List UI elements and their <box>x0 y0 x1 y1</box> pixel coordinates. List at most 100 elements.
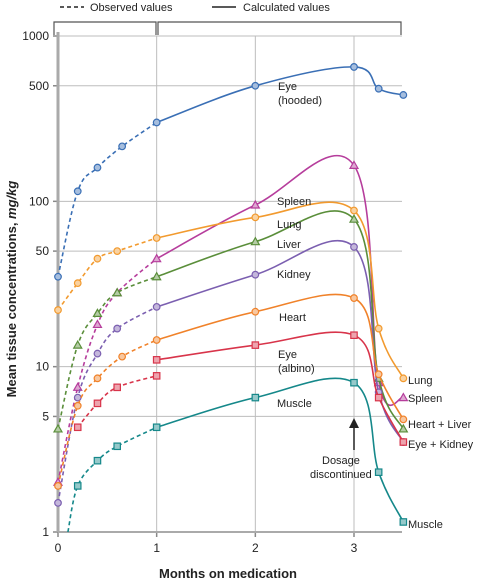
line-observed-lung <box>57 237 157 311</box>
point-observed-lung-1 <box>73 279 82 288</box>
point-calculated-heart-3 <box>374 370 383 379</box>
legend-observed-label: Observed values <box>90 2 173 14</box>
point-observed-kidney-4 <box>152 302 161 311</box>
dosage-annotation: Dosage discontinued <box>310 418 372 481</box>
point-observed-eye-hooded-4 <box>152 118 161 127</box>
y-tick-label-50: 50 <box>36 244 50 258</box>
series-label-eye-albino-line-2: (albino) <box>278 363 315 375</box>
point-observed-heart-0 <box>54 482 62 490</box>
point-observed-eye-hooded-3 <box>118 142 127 151</box>
line-calculated-heart <box>156 293 405 420</box>
point-calculated-eye-hooded-3 <box>374 84 383 93</box>
point-observed-eye-hooded-0 <box>54 272 62 281</box>
point-observed-lung-2 <box>93 254 102 263</box>
x-tick-label-0: 0 <box>55 541 62 555</box>
y-tick-label-100: 100 <box>29 194 49 208</box>
point-calculated-lung-3 <box>374 324 383 333</box>
point-calculated-eye-albino-3 <box>374 393 383 402</box>
point-calculated-heart-2 <box>350 294 358 302</box>
line-observed-eye-hooded <box>57 121 158 277</box>
point-observed-liver-3 <box>112 287 123 297</box>
series-label-kidney: Kidney <box>277 269 311 281</box>
line-calculated-eye-albino <box>156 331 405 443</box>
series-spleen <box>52 154 409 486</box>
y-tick-label-500: 500 <box>29 79 49 93</box>
point-observed-kidney-1 <box>73 393 82 402</box>
point-calculated-eye-hooded-1 <box>251 81 260 90</box>
point-calculated-kidney-2 <box>350 243 358 251</box>
point-calculated-liver-4 <box>398 423 409 433</box>
point-observed-lung-0 <box>54 306 62 314</box>
point-calculated-eye-albino-4 <box>399 438 408 446</box>
point-calculated-spleen-2 <box>348 160 360 169</box>
line-observed-eye-albino <box>77 375 157 428</box>
point-calculated-eye-albino-2 <box>350 331 358 339</box>
point-observed-muscle-2 <box>93 456 102 465</box>
series-label-eye-hooded: Eye <box>278 81 297 93</box>
x-tick-label-2: 2 <box>252 541 259 555</box>
line-calculated-eye-hooded <box>156 66 404 124</box>
y-tick-label-1000: 1000 <box>22 29 49 43</box>
point-calculated-eye-albino-0 <box>152 356 161 364</box>
line-observed-muscle <box>67 426 158 533</box>
end-label-heart-liver: Heart + Liver <box>408 419 472 431</box>
point-observed-liver-1 <box>72 339 83 349</box>
point-observed-eye-hooded-1 <box>73 187 82 196</box>
point-observed-kidney-0 <box>54 498 62 507</box>
point-calculated-heart-4 <box>399 415 408 424</box>
point-calculated-eye-hooded-4 <box>399 91 408 99</box>
point-calculated-muscle-2 <box>350 378 358 387</box>
end-label-eye-kidney: Eye + Kidney <box>408 439 474 451</box>
point-calculated-spleen-4 <box>398 392 409 402</box>
x-tick-label-1: 1 <box>153 541 160 555</box>
series-label-lung: Lung <box>277 219 301 231</box>
series-muscle <box>67 377 408 533</box>
point-observed-heart-1 <box>73 401 82 410</box>
series-eye-albino <box>73 331 408 446</box>
point-observed-muscle-4 <box>152 423 161 432</box>
series-group <box>52 63 409 533</box>
point-calculated-muscle-1 <box>251 393 260 402</box>
series-label-spleen: Spleen <box>277 196 311 208</box>
series-label-heart: Heart <box>279 312 306 324</box>
x-tick-label-3: 3 <box>351 541 358 555</box>
point-observed-spleen-4 <box>151 253 162 263</box>
point-observed-spleen-2 <box>92 319 103 329</box>
point-calculated-eye-albino-1 <box>251 341 260 349</box>
legend-observed-bracket <box>53 21 157 35</box>
end-label-spleen: Spleen <box>408 393 442 405</box>
point-calculated-liver-1 <box>250 236 261 246</box>
point-observed-eye-albino-1 <box>93 399 102 408</box>
line-observed-kidney <box>57 306 158 504</box>
point-observed-heart-4 <box>152 336 161 344</box>
point-observed-eye-albino-3 <box>152 372 161 380</box>
y-tick-label-1: 1 <box>42 525 49 539</box>
series-label-muscle: Muscle <box>277 398 312 410</box>
point-calculated-muscle-4 <box>399 518 408 526</box>
line-observed-spleen <box>57 258 158 483</box>
series-eye-hooded <box>54 63 408 281</box>
annotation-line-1: Dosage <box>322 455 360 467</box>
point-observed-muscle-3 <box>113 442 122 451</box>
y-axis-title: Mean tissue concentrations, mg/kg <box>4 181 19 398</box>
point-calculated-liver-2 <box>348 213 360 223</box>
series-heart <box>54 293 408 490</box>
legend-calculated-bracket <box>157 21 402 35</box>
series-label-eye-hooded-line-2: (hooded) <box>278 95 322 107</box>
x-axis-title: Months on medication <box>159 566 297 579</box>
series-lung <box>54 201 408 383</box>
point-calculated-lung-2 <box>350 206 358 215</box>
line-observed-liver <box>57 275 158 430</box>
end-label-muscle: Muscle <box>408 519 443 531</box>
point-observed-eye-hooded-2 <box>93 163 102 172</box>
point-observed-heart-2 <box>93 374 102 383</box>
point-calculated-lung-1 <box>251 213 260 222</box>
annotation-line-2: discontinued <box>310 469 372 481</box>
point-observed-kidney-3 <box>113 324 122 333</box>
point-observed-muscle-1 <box>73 482 82 490</box>
series-labels: Eye (hooded) Spleen Lung Liver Kidney Heart Eye… <box>277 81 474 531</box>
legend-calculated-label: Calculated values <box>243 2 330 14</box>
series-label-liver: Liver <box>277 239 301 251</box>
point-observed-spleen-1 <box>72 382 83 391</box>
